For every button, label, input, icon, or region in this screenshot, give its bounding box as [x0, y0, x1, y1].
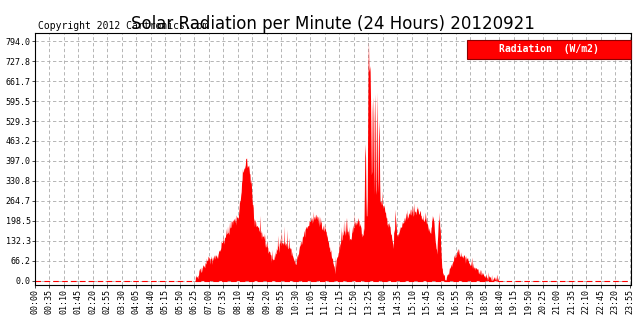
Title: Solar Radiation per Minute (24 Hours) 20120921: Solar Radiation per Minute (24 Hours) 20… — [131, 15, 535, 33]
Text: Copyright 2012 Cartronics.com: Copyright 2012 Cartronics.com — [38, 21, 208, 31]
FancyBboxPatch shape — [467, 40, 631, 59]
Text: Radiation  (W/m2): Radiation (W/m2) — [499, 44, 599, 54]
